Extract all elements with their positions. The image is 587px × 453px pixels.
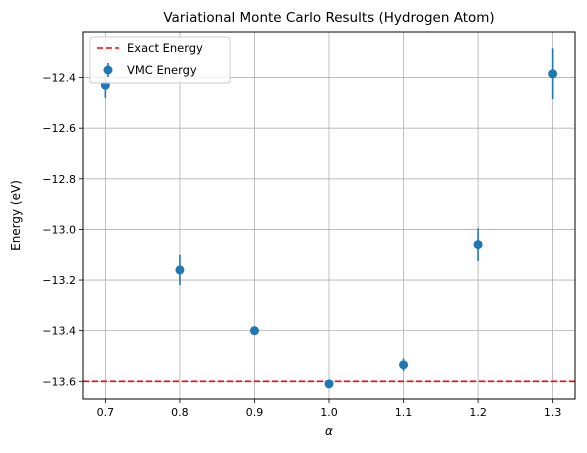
y-axis-label: Energy (eV) (9, 180, 23, 251)
x-tick-label: 1.1 (395, 406, 413, 419)
x-tick-label: 1.0 (320, 406, 338, 419)
vmc-point (175, 265, 185, 275)
legend-exact-energy-label: Exact Energy (127, 41, 203, 55)
y-tick-label: −13.4 (42, 325, 76, 338)
legend-box (89, 36, 231, 84)
ticks: 0.7 0.8 0.9 1.0 1.1 1.2 1.3 −13.6 −13.4 −13.2 −13.… (42, 72, 561, 419)
x-tick-label: 1.3 (544, 406, 562, 419)
legend-vmc-energy-label: VMC Energy (127, 63, 197, 77)
chart-title: Variational Monte Carlo Results (Hydroge… (163, 10, 494, 26)
y-tick-label: −12.4 (42, 72, 76, 85)
y-tick-label: −13.6 (42, 375, 76, 388)
y-tick-label: −13.2 (42, 274, 76, 287)
y-tick-label: −13.0 (42, 223, 76, 236)
legend: Exact Energy VMC Energy (89, 36, 231, 84)
x-tick-label: 0.8 (171, 406, 189, 419)
legend-vmc-marker-swatch (103, 65, 113, 75)
x-tick-label: 1.2 (469, 406, 487, 419)
vmc-point (249, 326, 259, 336)
vmc-point (473, 240, 483, 250)
vmc-point (324, 379, 334, 389)
grid (83, 32, 575, 399)
y-tick-label: −12.6 (42, 122, 76, 135)
x-axis-label: α (325, 424, 333, 438)
vmc-point (399, 360, 409, 370)
y-tick-label: −12.8 (42, 173, 76, 186)
x-tick-label: 0.9 (246, 406, 264, 419)
x-tick-label: 0.7 (97, 406, 115, 419)
vmc-point (548, 69, 558, 79)
